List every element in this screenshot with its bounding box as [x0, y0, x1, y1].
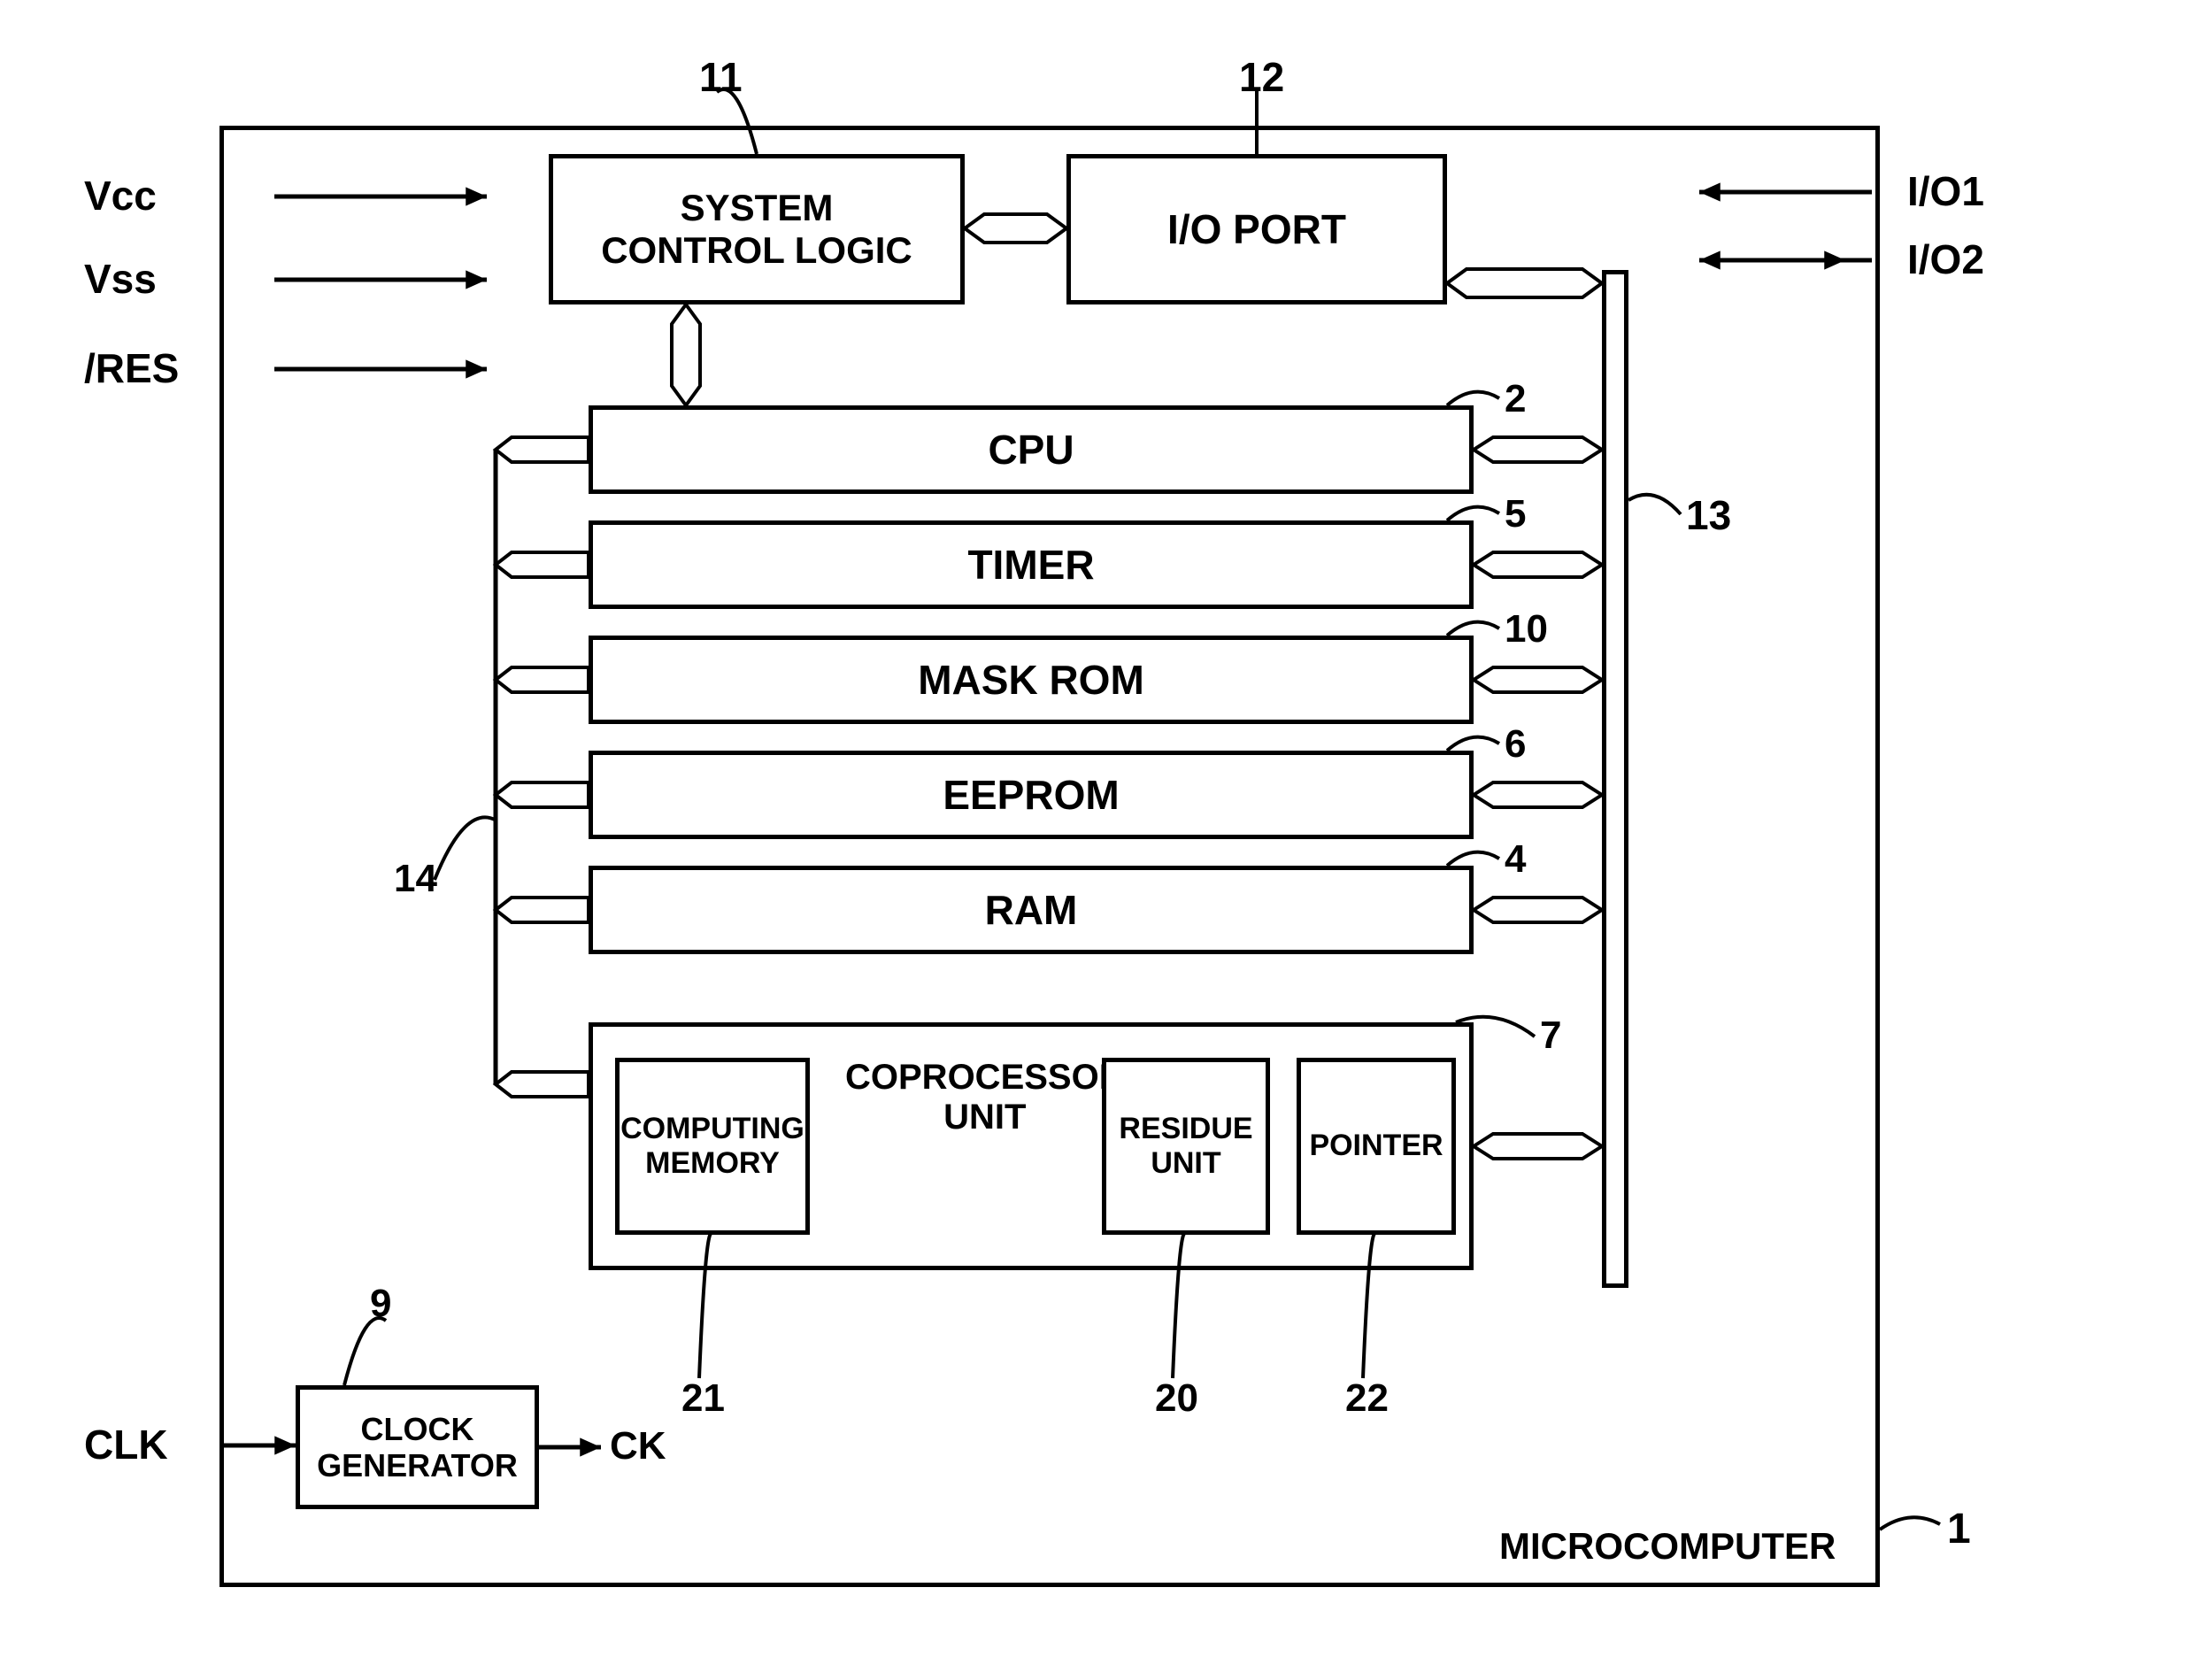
microcomputer-box	[219, 126, 1880, 1587]
ram-block: RAM	[589, 866, 1474, 954]
ref-11: 11	[699, 53, 743, 101]
ref-6: 6	[1505, 722, 1526, 767]
eeprom-block: EEPROM	[589, 751, 1474, 839]
diagram-canvas: MICROCOMPUTER SYSTEMCONTROL LOGIC I/O PO…	[0, 0, 2194, 1680]
signal-CLK: CLK	[84, 1421, 168, 1468]
signal-Vss: Vss	[84, 255, 157, 303]
ref-2: 2	[1505, 377, 1526, 421]
ref-13: 13	[1686, 491, 1731, 539]
ref-14: 14	[394, 857, 437, 901]
bus-13	[1602, 270, 1628, 1288]
ref-21: 21	[681, 1376, 725, 1421]
residueUnit-block: RESIDUEUNIT	[1102, 1058, 1270, 1235]
ref-20: 20	[1155, 1376, 1198, 1421]
system-control-logic-label: SYSTEMCONTROL LOGIC	[601, 187, 912, 273]
signal-IO2: I/O2	[1907, 235, 1984, 283]
signal-Vcc: Vcc	[84, 172, 157, 220]
ref-7: 7	[1540, 1013, 1561, 1058]
io-port-label: I/O PORT	[1167, 206, 1346, 253]
microcomputer-label: MICROCOMPUTER	[1499, 1525, 1836, 1568]
ck-label: CK	[610, 1424, 666, 1468]
ref-22: 22	[1345, 1376, 1389, 1421]
timer-block: TIMER	[589, 520, 1474, 609]
clock-generator-block: CLOCKGENERATOR	[296, 1385, 539, 1509]
signal-IO1: I/O1	[1907, 167, 1984, 215]
maskrom-block: MASK ROM	[589, 636, 1474, 724]
ref-12: 12	[1239, 53, 1284, 101]
ref-1: 1	[1947, 1505, 1971, 1553]
computingMemory-block: COMPUTINGMEMORY	[615, 1058, 810, 1235]
ref-5: 5	[1505, 492, 1526, 536]
clock-generator-label: CLOCKGENERATOR	[317, 1411, 518, 1484]
ref-9: 9	[370, 1282, 391, 1326]
signal-RES: /RES	[84, 344, 179, 392]
io-port-block: I/O PORT	[1066, 154, 1447, 304]
pointer-block: POINTER	[1297, 1058, 1456, 1235]
coprocessor-label: COPROCESSORUNIT	[845, 1058, 1125, 1137]
cpu-block: CPU	[589, 405, 1474, 494]
ref-4: 4	[1505, 837, 1526, 882]
system-control-logic-block: SYSTEMCONTROL LOGIC	[549, 154, 965, 304]
ref-10: 10	[1505, 607, 1548, 651]
